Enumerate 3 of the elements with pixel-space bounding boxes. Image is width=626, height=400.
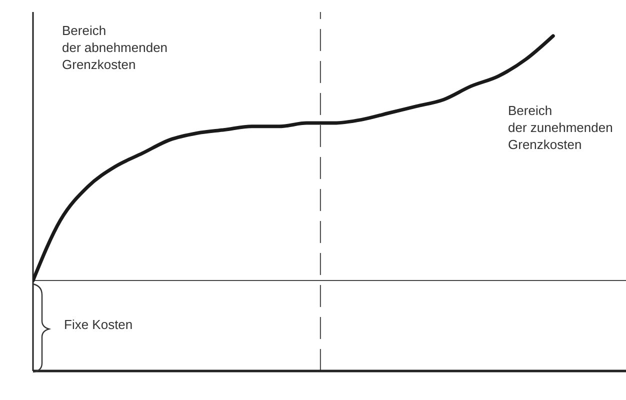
annotation: Bereich der abnehmenden Grenzkosten <box>62 22 168 73</box>
annotation: Fixe Kosten <box>64 316 133 333</box>
annotation: Bereich der zunehmenden Grenzkosten <box>508 102 613 153</box>
